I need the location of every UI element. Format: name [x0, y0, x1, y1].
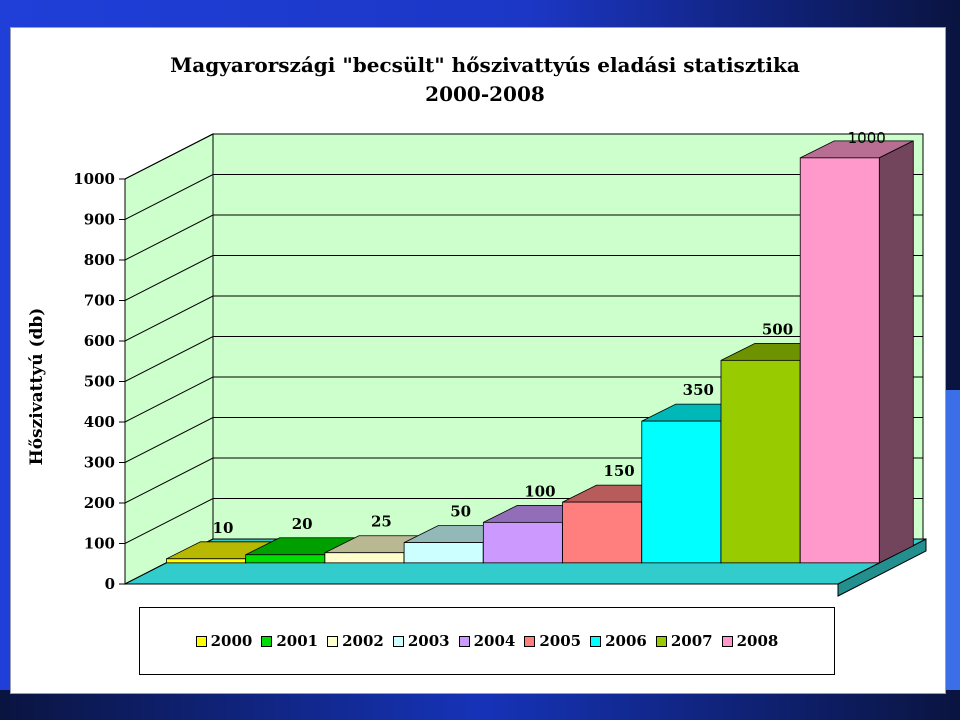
bar-front-face	[799, 157, 880, 564]
legend-label: 2000	[210, 632, 253, 650]
legend-label: 2004	[473, 632, 516, 650]
data-label-2002: 25	[371, 513, 392, 531]
legend-swatch	[327, 635, 339, 647]
bar-front-face	[166, 558, 246, 564]
legend-swatch	[458, 635, 470, 647]
legend-item-2008: 2008	[721, 632, 779, 650]
gridline	[124, 255, 923, 301]
chart-legend: 2000 2001 2002 2003 2004 2005 2006 2007 2008	[139, 607, 835, 675]
data-label-2000: 10	[213, 519, 234, 537]
gridline	[124, 376, 923, 423]
y-tick-label: 1000	[73, 170, 115, 188]
gridline	[124, 295, 923, 342]
legend-items: 2000 2001 2002 2003 2004 2005 2006 2007 2008	[140, 630, 834, 652]
legend-label: 2005	[539, 632, 582, 650]
y-tick-label: 700	[84, 292, 115, 310]
data-label-2003: 50	[450, 503, 471, 521]
legend-item-2005: 2005	[524, 632, 581, 650]
slide-background-bottom	[0, 690, 960, 720]
legend-swatch	[721, 635, 733, 647]
gridline	[124, 336, 923, 382]
bar-front-face	[245, 554, 326, 564]
legend-item-2006: 2006	[590, 632, 647, 650]
legend-swatch	[655, 635, 667, 647]
legend-swatch	[195, 635, 207, 647]
data-label-2005: 150	[603, 462, 634, 480]
data-label-2006: 350	[683, 381, 714, 399]
legend-item-2004: 2004	[458, 632, 516, 650]
legend-item-2000: 2000	[195, 632, 253, 650]
legend-swatch	[524, 635, 536, 647]
legend-swatch	[261, 635, 273, 647]
chart-title: Magyarországi "becsült" hőszivattyús ela…	[170, 53, 800, 77]
bar-front-face	[403, 542, 484, 564]
y-axis-title: Hőszivattyú (db)	[27, 308, 47, 466]
legend-swatch	[590, 635, 602, 647]
legend-item-2001: 2001	[261, 632, 318, 650]
legend-item-2007: 2007	[655, 632, 713, 650]
bar-front-face	[482, 521, 563, 564]
legend-label: 2003	[407, 632, 450, 650]
chart-subtitle: 2000-2008	[425, 82, 545, 106]
data-label-2007: 500	[762, 320, 793, 338]
data-label-2001: 20	[292, 515, 313, 533]
legend-label: 2008	[736, 632, 779, 650]
y-tick-label: 500	[84, 373, 115, 391]
y-tick-label: 400	[84, 413, 115, 431]
y-tick-label: 300	[84, 454, 115, 472]
y-tick-label: 100	[84, 535, 115, 553]
legend-label: 2001	[276, 632, 319, 650]
data-label-2008: 1000	[848, 129, 886, 147]
bar-front-face	[324, 552, 405, 564]
legend-label: 2002	[342, 632, 384, 650]
gridline	[124, 133, 923, 180]
bar-side-face	[878, 140, 914, 564]
y-tick-label: 200	[84, 494, 115, 512]
bar-front-face	[720, 359, 801, 564]
legend-item-2003: 2003	[392, 632, 450, 650]
gridline	[124, 174, 923, 220]
gridline	[124, 214, 923, 261]
legend-label: 2007	[670, 632, 713, 650]
y-tick-label: 900	[84, 211, 115, 229]
bar-front-face	[562, 501, 643, 564]
y-tick-label: 800	[84, 251, 115, 269]
y-tick-label: 0	[105, 575, 115, 593]
bar-front-face	[641, 420, 722, 564]
legend-label: 2006	[605, 632, 647, 650]
data-label-2004: 100	[524, 482, 555, 500]
legend-swatch	[392, 635, 404, 647]
bar-2008: 1000	[799, 129, 914, 564]
y-tick-label: 600	[84, 332, 115, 350]
legend-item-2002: 2002	[327, 632, 384, 650]
